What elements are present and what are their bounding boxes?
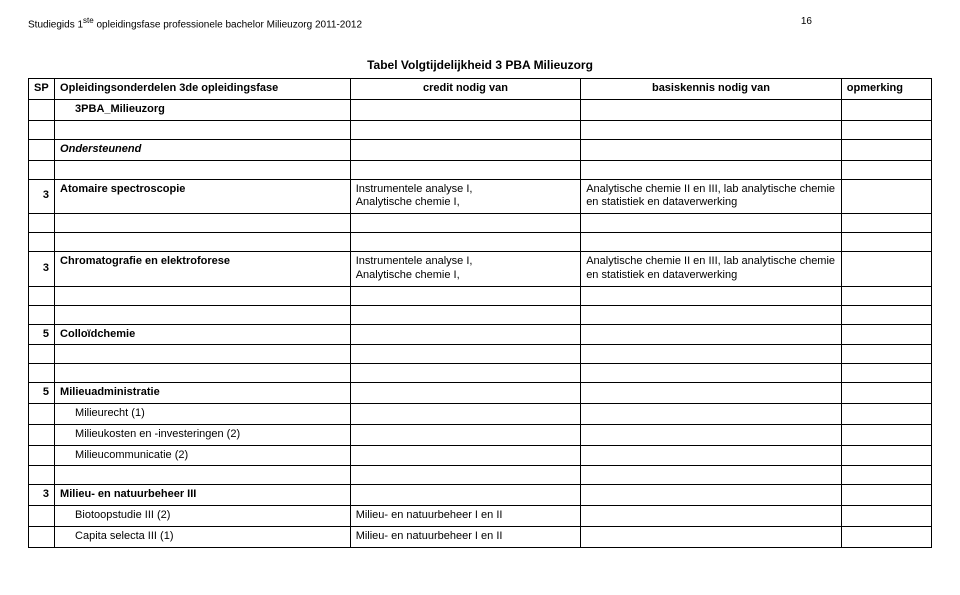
spacer-row [29,466,932,485]
row-milieuadmin-sub2: Milieukosten en -investeringen (2) [29,424,932,445]
section-ondersteunend-row: Ondersteunend [29,139,932,160]
spacer-row [29,305,932,324]
row-label: Colloïdchemie [55,324,351,345]
col-sp: SP [29,79,55,100]
row-label: Atomaire spectroscopie [55,179,351,214]
row-natuurbeheer-sub1: Biotoopstudie III (2) Milieu- en natuurb… [29,506,932,527]
col-opmerking: opmerking [841,79,931,100]
credit-cell: Instrumentele analyse I, Analytische che… [350,179,581,214]
row-natuurbeheer-sub2: Capita selecta III (1) Milieu- en natuur… [29,526,932,547]
page-number: 16 [801,16,932,30]
header-left-super: ste [83,16,94,25]
row-milieuadmin: 5 Milieuadministratie [29,383,932,404]
credit-cell: Instrumentele analyse I, Analytische che… [350,252,581,287]
table-header-row: SP Opleidingsonderdelen 3de opleidingsfa… [29,79,932,100]
basis-cell: Analytische chemie II en III, lab analyt… [581,252,842,287]
curriculum-table: SP Opleidingsonderdelen 3de opleidingsfa… [28,78,932,547]
sp-cell: 3 [29,179,55,214]
row-label: Milieuadministratie [55,383,351,404]
spacer-row [29,233,932,252]
spacer-row [29,120,932,139]
sub-label: Biotoopstudie III (2) [55,506,351,527]
row-chromatografie: 3 Chromatografie en elektroforese Instru… [29,252,932,287]
sp-cell: 5 [29,324,55,345]
header-left: Studiegids 1ste opleidingsfase professio… [28,16,362,30]
row-natuurbeheer: 3 Milieu- en natuurbeheer III [29,485,932,506]
col-basiskennis: basiskennis nodig van [581,79,842,100]
sp-cell: 5 [29,383,55,404]
row-label: Chromatografie en elektroforese [55,252,351,287]
spacer-row [29,364,932,383]
page-header: Studiegids 1ste opleidingsfase professio… [28,16,932,30]
sub-label: Capita selecta III (1) [55,526,351,547]
header-left-suffix: opleidingsfase professionele bachelor Mi… [94,19,362,30]
document-page: Studiegids 1ste opleidingsfase professio… [0,0,960,560]
row-label: Milieu- en natuurbeheer III [55,485,351,506]
programme-row: 3PBA_Milieuzorg [29,100,932,121]
credit-cell: Milieu- en natuurbeheer I en II [350,506,581,527]
col-onderdelen: Opleidingsonderdelen 3de opleidingsfase [55,79,351,100]
sub-label: Milieurecht (1) [55,404,351,425]
sub-label: Milieukosten en -investeringen (2) [55,424,351,445]
row-milieuadmin-sub1: Milieurecht (1) [29,404,932,425]
spacer-row [29,345,932,364]
section-ondersteunend-label: Ondersteunend [55,139,351,160]
row-atomaire: 3 Atomaire spectroscopie Instrumentele a… [29,179,932,214]
credit-cell: Milieu- en natuurbeheer I en II [350,526,581,547]
programme-label: 3PBA_Milieuzorg [55,100,351,121]
basis-cell: Analytische chemie II en III, lab analyt… [581,179,842,214]
col-credit: credit nodig van [350,79,581,100]
sp-cell: 3 [29,485,55,506]
spacer-row [29,214,932,233]
spacer-row [29,286,932,305]
sp-cell: 3 [29,252,55,287]
table-title: Tabel Volgtijdelijkheid 3 PBA Milieuzorg [28,58,932,72]
sub-label: Milieucommunicatie (2) [55,445,351,466]
header-left-prefix: Studiegids 1 [28,19,83,30]
row-milieuadmin-sub3: Milieucommunicatie (2) [29,445,932,466]
spacer-row [29,160,932,179]
row-colloid: 5 Colloïdchemie [29,324,932,345]
